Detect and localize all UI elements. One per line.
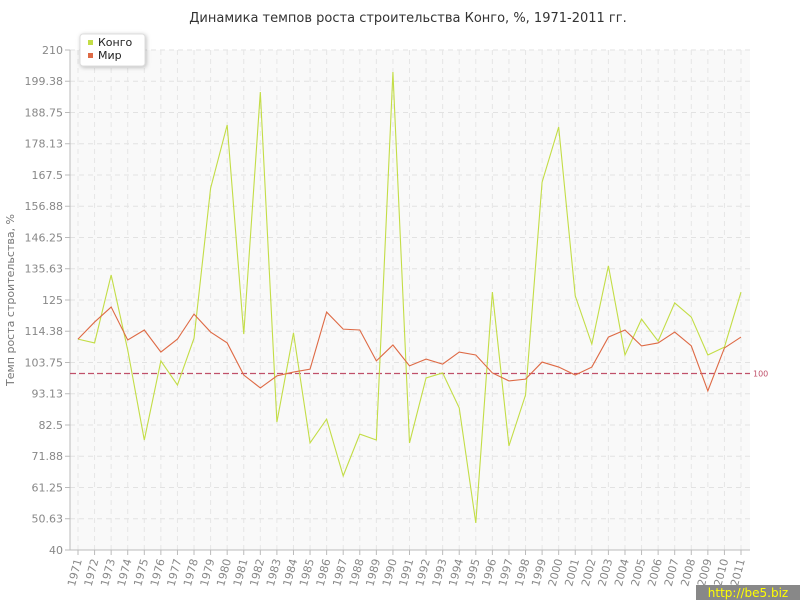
y-tick-label: 93.13 — [32, 388, 64, 401]
y-tick-label: 156.88 — [25, 200, 64, 213]
legend-label: Конго — [98, 36, 133, 49]
reference-label: 100 — [753, 370, 768, 379]
y-tick-label: 167.5 — [32, 169, 64, 182]
y-tick-label: 199.38 — [25, 75, 64, 88]
series-line — [77, 306, 742, 393]
legend-box — [79, 33, 146, 67]
y-tick-label: 125 — [42, 294, 63, 307]
y-tick-label: 178.13 — [25, 138, 64, 151]
legend-swatch — [88, 53, 93, 58]
chart-title: Динамика темпов роста строительства Конг… — [189, 11, 626, 26]
y-tick-label: 135.63 — [25, 263, 64, 276]
watermark-bg — [696, 585, 800, 600]
y-tick-label: 50.63 — [32, 513, 64, 526]
y-tick-label: 40 — [49, 544, 63, 557]
legend-swatch — [88, 40, 93, 45]
y-tick-label: 61.25 — [32, 482, 64, 495]
y-tick-label: 71.88 — [32, 450, 64, 463]
series-line — [77, 72, 742, 524]
y-tick-label: 146.25 — [25, 232, 64, 245]
y-axis-label: Темп роста строительства, % — [4, 214, 17, 387]
y-tick-label: 114.38 — [25, 325, 64, 338]
legend-label: Мир — [98, 49, 122, 62]
y-tick-label: 188.75 — [25, 107, 64, 120]
y-tick-label: 82.5 — [39, 419, 64, 432]
y-tick-label: 210 — [42, 44, 63, 57]
watermark: http://be5.biz — [708, 586, 788, 600]
y-tick-label: 103.75 — [25, 357, 64, 370]
